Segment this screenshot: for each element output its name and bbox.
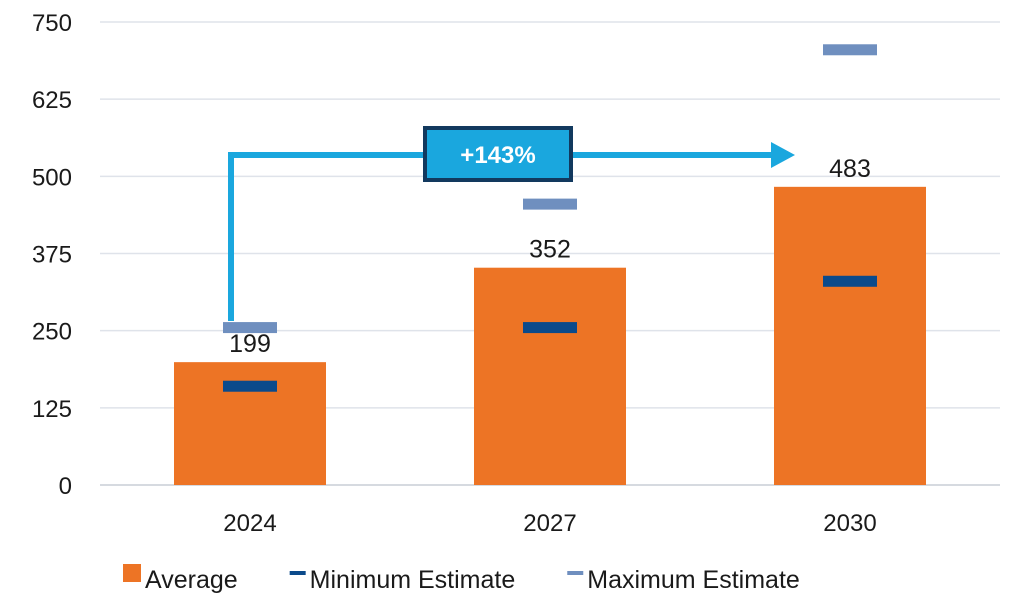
annotation-text: +143%	[460, 142, 535, 169]
legend-label-minimum-estimate: Minimum Estimate	[310, 566, 516, 594]
marker-minimum-estimate-2027	[523, 322, 577, 334]
y-axis-tick-labels: 0 125 250 375 500 625 750	[32, 10, 72, 500]
y-tick-label: 375	[32, 242, 72, 269]
legend-label-maximum-estimate: Maximum Estimate	[587, 566, 800, 594]
annotation-box	[423, 126, 573, 182]
estimate-markers	[223, 44, 877, 392]
marker-maximum-estimate-2030	[823, 44, 877, 56]
y-tick-label: 625	[32, 87, 72, 114]
marker-minimum-estimate-2030	[823, 275, 877, 287]
marker-maximum-estimate-2027	[523, 198, 577, 210]
legend-swatch-average	[123, 564, 141, 582]
annotation-arrow-line	[228, 152, 779, 321]
y-tick-label: 500	[32, 164, 72, 191]
y-tick-label: 750	[32, 10, 72, 37]
annotation-arrowhead	[771, 142, 795, 168]
bar-average-2024	[174, 362, 326, 485]
y-tick-label: 250	[32, 319, 72, 346]
legend-swatch-maximum-estimate	[567, 571, 584, 575]
legend-label-average: Average	[145, 566, 238, 594]
growth-annotation: +143%	[228, 126, 795, 321]
y-tick-label: 125	[32, 396, 72, 423]
data-label-2030: 483	[829, 155, 871, 183]
x-tick-label: 2024	[223, 510, 276, 537]
marker-maximum-estimate-2024	[223, 322, 277, 334]
marker-minimum-estimate-2024	[223, 380, 277, 392]
data-label-2024: 199	[229, 330, 271, 358]
y-tick-label: 0	[59, 473, 72, 500]
legend: Average Minimum Estimate Maximum Estimate	[123, 564, 800, 594]
bars	[174, 186, 926, 485]
x-tick-label: 2030	[823, 510, 876, 537]
bar-average-2027	[474, 267, 626, 485]
legend-swatch-minimum-estimate	[289, 571, 306, 575]
data-label-2027: 352	[529, 236, 571, 264]
data-labels: 199 352 483	[229, 155, 871, 358]
x-axis-tick-labels: 2024 2027 2030	[223, 510, 876, 537]
x-tick-label: 2027	[523, 510, 576, 537]
bar-average-2030	[774, 186, 926, 485]
